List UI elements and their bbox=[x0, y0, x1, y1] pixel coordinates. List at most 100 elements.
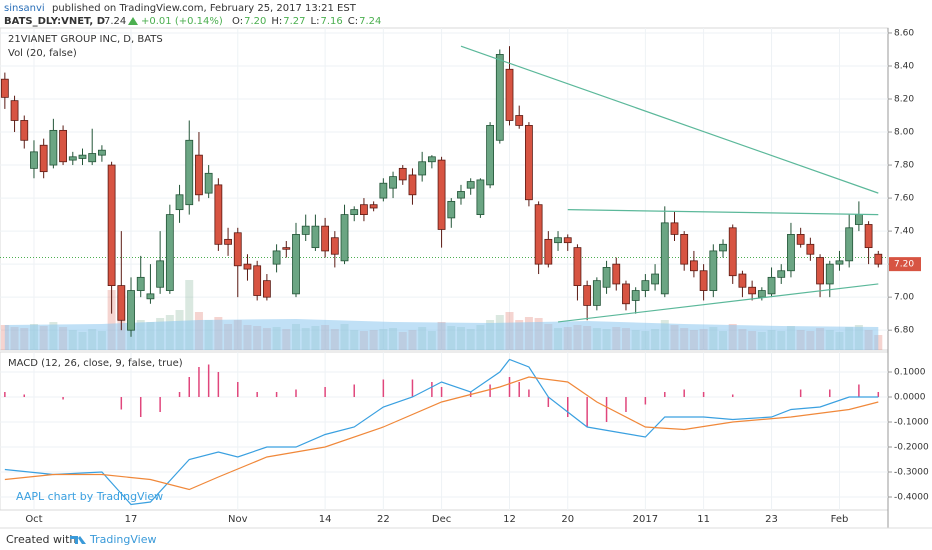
candle-body bbox=[98, 149, 106, 156]
candle-body bbox=[272, 250, 281, 265]
candle-body bbox=[622, 283, 630, 305]
candle-body bbox=[165, 214, 174, 291]
candle-body bbox=[233, 232, 242, 267]
brand[interactable]: TradingView bbox=[89, 533, 156, 546]
last-price: 7.24 bbox=[104, 16, 126, 27]
pane-title: MACD (12, 26, close, 9, false, true) bbox=[8, 358, 183, 369]
candle-body bbox=[262, 280, 271, 298]
candle-body bbox=[854, 214, 863, 225]
candle-body bbox=[670, 222, 679, 235]
candle-body bbox=[544, 238, 553, 265]
y-tick-label: -0.2000 bbox=[894, 443, 929, 453]
candle-body bbox=[447, 200, 456, 219]
candle-body bbox=[68, 156, 77, 161]
candle-body bbox=[398, 167, 407, 181]
y-tick-label: 7.40 bbox=[894, 227, 914, 237]
candle-body bbox=[864, 224, 873, 249]
candle-body bbox=[175, 194, 184, 211]
x-tick-label: Feb bbox=[831, 514, 849, 525]
y-tick-label: 7.60 bbox=[894, 194, 914, 204]
candle-body bbox=[825, 263, 834, 285]
candle-body bbox=[350, 209, 359, 215]
candle-body bbox=[389, 176, 397, 189]
candle-body bbox=[495, 54, 504, 141]
price-tag-label: 7.20 bbox=[894, 260, 914, 270]
candle-body bbox=[525, 125, 533, 201]
y-tick-label: 0.1000 bbox=[894, 368, 926, 378]
candle-body bbox=[195, 154, 203, 196]
y-tick-label: 7.80 bbox=[894, 161, 914, 171]
y-tick-label: 8.00 bbox=[894, 128, 914, 138]
candle-body bbox=[282, 247, 291, 250]
candle-body bbox=[719, 243, 727, 252]
candle-body bbox=[204, 172, 213, 194]
candle-body bbox=[728, 227, 737, 277]
pane-title: 21VIANET GROUP INC, D, BATS bbox=[8, 34, 163, 45]
candle-body bbox=[301, 225, 310, 235]
candle-body bbox=[835, 260, 844, 265]
candle-body bbox=[486, 125, 494, 186]
candle-body bbox=[476, 179, 485, 215]
candle-body bbox=[214, 184, 223, 245]
candle-body bbox=[787, 234, 795, 272]
candle-body bbox=[874, 253, 883, 265]
x-tick-label: 17 bbox=[125, 514, 138, 525]
volume-ma bbox=[4, 319, 879, 350]
candle-body bbox=[107, 164, 116, 286]
candle-body bbox=[437, 159, 446, 230]
candle-body bbox=[534, 204, 543, 265]
trendline bbox=[557, 283, 879, 323]
y-tick-label: 0.0000 bbox=[894, 393, 926, 403]
quote-value: 7.27 bbox=[283, 16, 305, 27]
candle-body bbox=[292, 234, 300, 295]
candle-body bbox=[816, 257, 824, 285]
candle-body bbox=[709, 250, 718, 291]
x-tick-label: 20 bbox=[561, 514, 574, 525]
y-tick-label: 8.60 bbox=[894, 28, 914, 38]
candle-body bbox=[806, 243, 815, 255]
x-tick-label: 22 bbox=[377, 514, 390, 525]
candle-body bbox=[49, 129, 58, 166]
candle-body bbox=[457, 191, 465, 199]
candle-body bbox=[185, 139, 194, 206]
author[interactable]: sinsanvi bbox=[4, 3, 45, 14]
quote-key: O: bbox=[232, 16, 243, 27]
volume-legend: Vol (20, false) bbox=[8, 48, 77, 59]
candle-body bbox=[757, 290, 766, 298]
y-tick-label: -0.4000 bbox=[894, 493, 929, 503]
candle-body bbox=[612, 263, 621, 285]
macd-line bbox=[4, 376, 879, 491]
published: published on TradingView.com, February 2… bbox=[52, 3, 357, 14]
candle-body bbox=[340, 214, 349, 262]
up-arrow bbox=[128, 17, 138, 25]
macd-line bbox=[4, 358, 879, 506]
candle-body bbox=[0, 78, 9, 98]
candle-body bbox=[690, 260, 698, 272]
candle-body bbox=[39, 144, 48, 173]
x-tick-label: 2017 bbox=[633, 514, 658, 525]
candle-body bbox=[117, 285, 126, 321]
candle-body bbox=[631, 290, 640, 301]
symbol: BATS_DLY:VNET, D bbox=[4, 16, 105, 27]
candle-body bbox=[660, 222, 669, 295]
candle-body bbox=[20, 120, 29, 141]
candle-body bbox=[748, 286, 757, 295]
candle-body bbox=[777, 270, 786, 278]
candle-body bbox=[379, 182, 388, 199]
candle-body bbox=[563, 237, 572, 244]
candle-body bbox=[466, 181, 475, 189]
candle-body bbox=[127, 290, 135, 331]
x-tick-label: Dec bbox=[432, 514, 451, 525]
price-tag bbox=[889, 257, 921, 272]
quote-value: 7.24 bbox=[359, 16, 381, 27]
candle-body bbox=[253, 265, 262, 296]
x-tick-label: Oct bbox=[25, 514, 42, 525]
candle-body bbox=[573, 247, 582, 287]
candle-body bbox=[651, 273, 659, 285]
quote-value: 7.16 bbox=[320, 16, 342, 27]
candle-body bbox=[136, 276, 145, 291]
candle-body bbox=[592, 280, 601, 306]
